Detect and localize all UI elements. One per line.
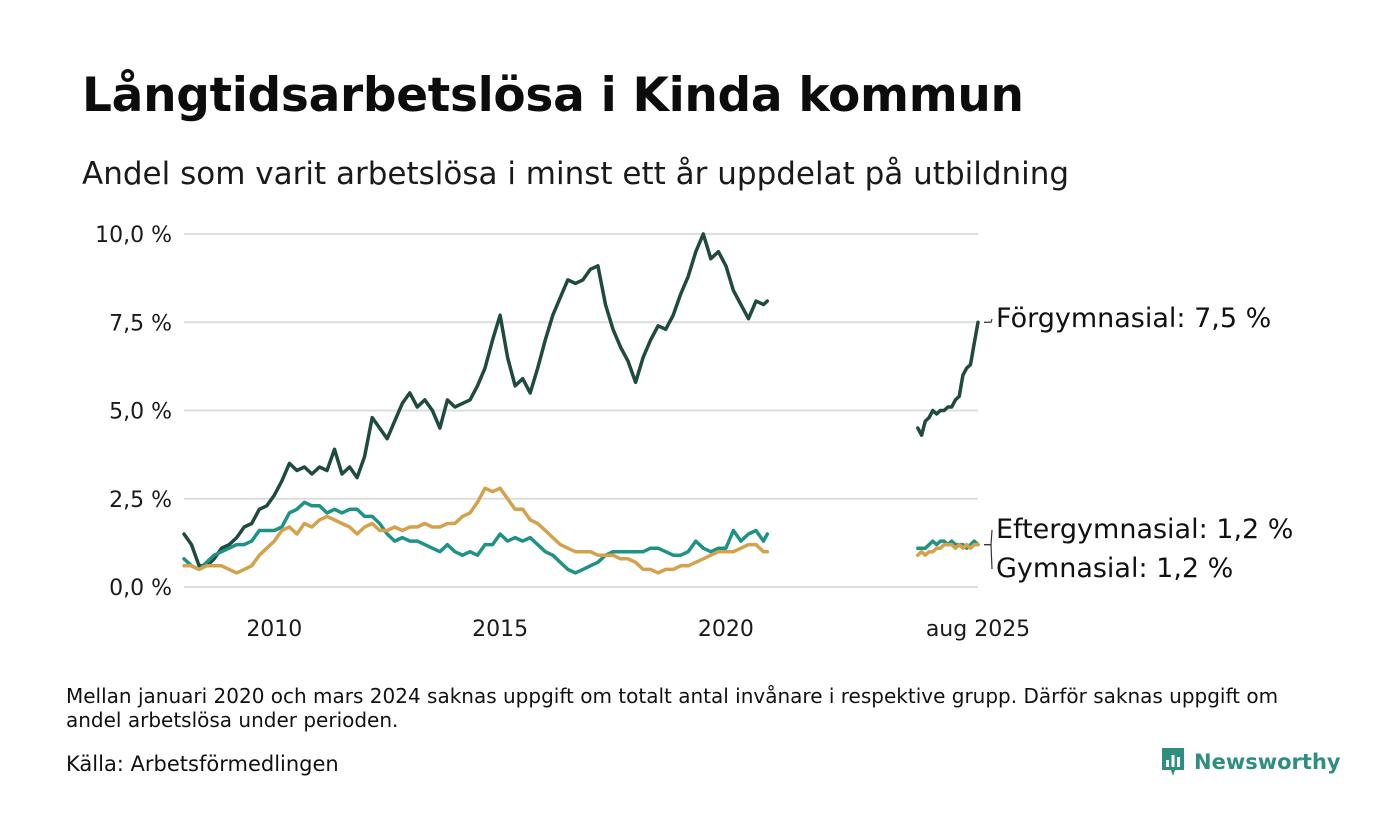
x-tick-label: aug 2025 bbox=[926, 617, 1030, 642]
newsworthy-brand: Newsworthy bbox=[1160, 746, 1341, 778]
source-credit: Källa: Arbetsförmedlingen bbox=[66, 752, 339, 776]
x-axis-ticks: 2010 2015 2020 aug 2025 bbox=[246, 617, 1030, 642]
series-line-eftergymnasial bbox=[182, 500, 770, 575]
end-label-eftergymnasial: Eftergymnasial: 1,2 % bbox=[996, 514, 1293, 545]
series-line-f-rgymnasial bbox=[916, 320, 980, 437]
end-labels: Förgymnasial: 7,5 % Eftergymnasial: 1,2 %… bbox=[984, 303, 1293, 584]
series-line-f-rgymnasial bbox=[182, 232, 770, 568]
end-label-gymnasial: Gymnasial: 1,2 % bbox=[996, 553, 1233, 584]
line-chart: 0,0 % 2,5 % 5,0 % 7,5 % 10,0 % 2010 2015 2020 a… bbox=[95, 223, 1293, 642]
chart-title: Långtidsarbetslösa i Kinda kommun bbox=[82, 68, 1024, 123]
y-tick-label: 5,0 % bbox=[109, 400, 172, 425]
x-tick-label: 2010 bbox=[246, 617, 302, 642]
y-tick-label: 10,0 % bbox=[95, 223, 172, 248]
newsworthy-logo-icon bbox=[1162, 748, 1184, 776]
y-axis-ticks: 0,0 % 2,5 % 5,0 % 7,5 % 10,0 % bbox=[95, 223, 172, 601]
series-line-gymnasial bbox=[916, 542, 980, 557]
x-tick-label: 2020 bbox=[698, 617, 754, 642]
y-tick-label: 0,0 % bbox=[109, 576, 172, 601]
end-label-f-rgymnasial: Förgymnasial: 7,5 % bbox=[996, 303, 1271, 334]
grid-lines bbox=[184, 233, 978, 588]
footnote: Mellan januari 2020 och mars 2024 saknas… bbox=[66, 684, 1279, 732]
leader-line bbox=[984, 529, 993, 546]
leader-line bbox=[984, 544, 993, 570]
leader-line bbox=[984, 318, 993, 323]
y-tick-label: 2,5 % bbox=[109, 488, 172, 513]
series-line-gymnasial bbox=[182, 486, 770, 575]
chart-subtitle: Andel som varit arbetslösa i minst ett å… bbox=[82, 156, 1070, 192]
x-tick-label: 2015 bbox=[472, 617, 528, 642]
brand-name: Newsworthy bbox=[1194, 750, 1341, 774]
series-lines bbox=[182, 232, 980, 575]
y-tick-label: 7,5 % bbox=[109, 311, 172, 336]
